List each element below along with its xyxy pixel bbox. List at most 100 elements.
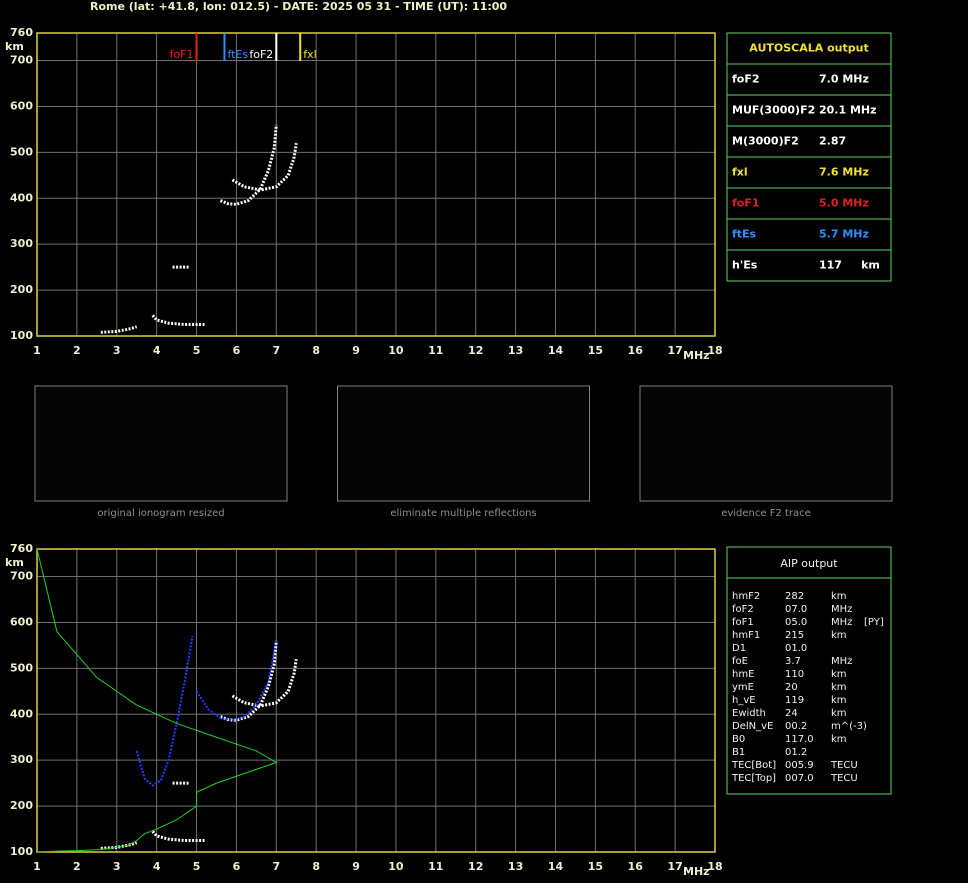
aip-cell: km: [831, 734, 847, 745]
y-tick-label: 700: [10, 570, 33, 583]
y-tick-label: 300: [10, 753, 33, 766]
x-tick-label: 1: [33, 344, 41, 357]
aip-cell: h_vE: [732, 695, 756, 706]
aip-cell: B0: [732, 734, 745, 745]
aip-cell: TECU: [830, 760, 858, 771]
plot-frame: [36, 32, 716, 337]
param-name: MUF(3000)F2: [732, 104, 815, 117]
x-tick-label: 4: [153, 860, 161, 873]
aip-cell: km: [831, 708, 847, 719]
param-name: fxl: [732, 166, 748, 179]
aip-title: AIP output: [780, 557, 838, 570]
x-tick-label: 15: [588, 860, 603, 873]
trace: [36, 548, 278, 853]
x-tick-label: 8: [312, 860, 320, 873]
aip-cell: 007.0: [785, 773, 814, 784]
aip-cell: km: [831, 669, 847, 680]
aip-cell: 05.0: [785, 617, 807, 628]
x-tick-label: 8: [312, 344, 320, 357]
y-tick-label: 700: [10, 54, 33, 67]
y-tick-label: 600: [10, 615, 33, 628]
param-name: ftEs: [732, 228, 757, 241]
x-tick-label: 5: [193, 860, 201, 873]
x-tick-label: 17: [667, 860, 682, 873]
marker-label: foF2: [249, 48, 273, 61]
aip-cell: ymE: [732, 682, 754, 693]
y-axis-label: km: [5, 556, 24, 569]
aip-panel: [726, 546, 892, 795]
aip-cell: 119: [785, 695, 804, 706]
x-tick-label: 16: [628, 344, 644, 357]
x-axis-label: MHz: [683, 349, 710, 362]
aip-cell: 07.0: [785, 604, 807, 615]
x-tick-label: 6: [233, 344, 241, 357]
y-tick-label: 600: [10, 99, 33, 112]
thumbnail-caption: eliminate multiple reflections: [390, 508, 536, 519]
aip-cell: hmF2: [732, 591, 760, 602]
trace: [100, 325, 138, 334]
x-tick-label: 13: [508, 344, 523, 357]
param-value: 5.0 MHz: [819, 197, 869, 210]
x-tick-label: 10: [388, 860, 404, 873]
x-tick-label: 12: [468, 860, 483, 873]
x-tick-label: 7: [272, 860, 280, 873]
y-tick-label: 200: [10, 799, 33, 812]
aip-cell: km: [831, 591, 847, 602]
x-tick-label: 3: [113, 344, 121, 357]
marker-label: ftEs: [227, 48, 248, 61]
x-tick-label: 2: [73, 344, 81, 357]
aip-cell: TEC[Top]: [731, 773, 776, 784]
aip-cell: 00.2: [785, 721, 807, 732]
aip-cell: DelN_vE: [732, 721, 773, 732]
thumbnail-caption: original ionogram resized: [97, 508, 224, 519]
x-tick-label: 6: [233, 860, 241, 873]
x-tick-label: 1: [33, 860, 41, 873]
x-tick-label: 12: [468, 344, 483, 357]
aip-cell: km: [831, 630, 847, 641]
param-name: foF1: [732, 197, 760, 210]
thumbnail: [639, 385, 893, 502]
x-tick-label: 14: [548, 860, 564, 873]
trace: [195, 640, 278, 722]
x-tick-label: 18: [707, 860, 722, 873]
x-tick-label: 16: [628, 860, 644, 873]
x-tick-label: 4: [153, 344, 161, 357]
aip-cell: MHz: [831, 604, 852, 615]
y-tick-label: 100: [10, 329, 33, 342]
aip-cell: foE: [732, 656, 748, 667]
y-tick-label: 500: [10, 661, 33, 674]
aip-cell: km: [831, 695, 847, 706]
trace: [219, 124, 278, 206]
y-axis-label: km: [5, 40, 24, 53]
y-tick-label: 200: [10, 283, 33, 296]
aip-cell: Ewidth: [732, 708, 766, 719]
param-value: 5.7 MHz: [819, 228, 869, 241]
plot-frame: [36, 548, 716, 853]
aip-cell: TEC[Bot]: [731, 760, 776, 771]
aip-cell: 24: [785, 708, 798, 719]
param-value: 117 km: [819, 259, 880, 272]
x-tick-label: 11: [428, 860, 443, 873]
x-tick-label: 17: [667, 344, 682, 357]
x-tick-label: 14: [548, 344, 564, 357]
x-tick-label: 9: [352, 860, 360, 873]
aip-cell: km: [831, 682, 847, 693]
aip-cell: 01.0: [785, 643, 807, 654]
aip-cell: D1: [732, 643, 746, 654]
param-value: 7.6 MHz: [819, 166, 869, 179]
x-tick-label: 9: [352, 344, 360, 357]
aip-cell: 01.2: [785, 747, 807, 758]
x-tick-label: 18: [707, 344, 722, 357]
param-name: h'Es: [732, 259, 758, 272]
x-axis-label: MHz: [683, 865, 710, 878]
param-value: 20.1 MHz: [819, 104, 877, 117]
marker-label: fxl: [303, 48, 316, 61]
aip-cell: MHz: [831, 656, 852, 667]
trace: [231, 142, 298, 192]
param-name: foF2: [732, 73, 760, 86]
x-tick-label: 5: [193, 344, 201, 357]
x-tick-label: 15: [588, 344, 603, 357]
y-tick-label: 760: [10, 26, 33, 39]
